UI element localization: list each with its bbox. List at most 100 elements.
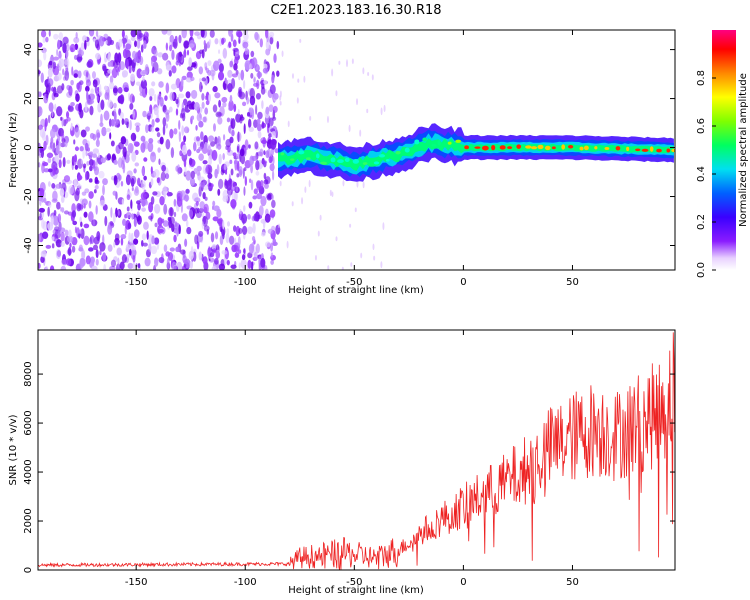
spectrogram-noise-blob <box>217 188 221 196</box>
spectrogram-noise-blob <box>131 213 135 220</box>
spectrogram-noise-blob <box>198 78 202 83</box>
spectrogram-noise-blob <box>185 170 192 181</box>
spectrogram-noise-blob <box>89 236 92 245</box>
snr-xtick-label: -100 <box>234 577 257 588</box>
colorbar-tick-label: 0.6 <box>696 118 707 134</box>
spectrogram-noise-blob <box>158 158 161 165</box>
spectrogram-noise-blob <box>176 228 179 237</box>
spectrogram-noise-blob <box>83 223 90 229</box>
spectrogram-noise-blob <box>251 57 258 69</box>
spectrogram-noise-blob <box>266 32 269 43</box>
spectrogram-noise-blob <box>102 252 107 262</box>
spectrogram-noise-blob <box>133 57 137 63</box>
colorbar-label: Normalized spectral amplitude <box>738 73 749 227</box>
spectrogram-noise-blob <box>75 188 80 196</box>
spectrogram-noise-blob <box>229 60 234 68</box>
spectrogram-noise-blob <box>178 93 185 99</box>
spectrogram-noise-blob <box>55 239 63 248</box>
spectrogram-noise-blob <box>271 116 277 121</box>
spectrogram-noise-blob <box>248 201 253 209</box>
spectrogram-noise-blob <box>73 139 76 145</box>
spectrogram-speck <box>366 108 369 114</box>
spectrogram-peak <box>414 139 420 145</box>
spectrogram-noise-blob <box>85 71 89 78</box>
spectrogram-speck <box>281 50 284 58</box>
spectrogram-speck <box>327 265 330 270</box>
spectrogram-noise-blob <box>141 199 146 207</box>
spectrogram-noise-blob <box>53 56 60 61</box>
spectrogram-noise-blob <box>151 47 155 54</box>
spectrogram-noise-blob <box>187 66 193 71</box>
spectrogram-noise-blob <box>253 78 256 83</box>
spectrogram-noise-blob <box>154 257 159 267</box>
spectrogram-noise-blob <box>40 250 47 258</box>
spectrogram-noise-blob <box>56 106 63 117</box>
spectrogram-peak <box>290 158 295 161</box>
spectrogram-noise-blob <box>127 262 134 269</box>
spectrogram-speck <box>382 222 385 230</box>
spectrogram-noise-blob <box>86 160 90 166</box>
spectrogram-noise-blob <box>157 68 163 75</box>
spectrogram-noise-blob <box>218 263 226 270</box>
spectrogram-noise-blob <box>201 77 207 82</box>
spectrogram-noise-blob <box>227 69 233 78</box>
spectrogram-noise-blob <box>112 190 117 196</box>
spectrogram-noise-blob <box>178 119 181 130</box>
spectrogram-noise-blob <box>91 71 97 79</box>
spectrogram-noise-blob <box>182 144 187 156</box>
spectrogram-noise-blob <box>95 52 101 60</box>
spectrogram-noise-blob <box>47 67 53 78</box>
spectrogram-noise-blob <box>108 118 112 127</box>
spectrogram-noise-blob <box>249 87 256 99</box>
spectrogram-noise-blob <box>46 152 54 159</box>
spectrogram-noise-blob <box>211 149 218 161</box>
spectrogram-noise-blob <box>125 212 132 219</box>
spectrogram-noise-blob <box>70 102 75 107</box>
spectrogram-ytick-label: -20 <box>23 188 34 204</box>
spectrogram-noise-blob <box>228 41 232 48</box>
spectrogram-noise-blob <box>130 199 133 209</box>
spectrogram-noise-blob <box>169 34 175 43</box>
spectrogram-noise-blob <box>188 209 194 218</box>
spectrogram-noise-blob <box>237 249 242 254</box>
spectrogram-speck <box>309 116 312 121</box>
spectrogram-noise-blob <box>166 257 170 269</box>
spectrogram-noise-blob <box>107 99 113 109</box>
spectrogram-noise-blob <box>226 117 231 123</box>
spectrogram-noise-blob <box>243 186 246 196</box>
spectrogram-noise-blob <box>210 232 215 243</box>
spectrogram-xtick-label: 50 <box>566 277 579 288</box>
spectrogram-noise-blob <box>165 123 168 129</box>
spectrogram-noise-blob <box>134 122 141 127</box>
snr-ytick-label: 0 <box>23 567 34 573</box>
spectrogram-noise-blob <box>118 174 122 181</box>
spectrogram-noise-blob <box>48 202 52 208</box>
spectrogram-noise-blob <box>201 49 205 59</box>
spectrogram-noise-blob <box>143 40 147 50</box>
spectrogram-noise-blob <box>141 233 147 241</box>
spectrogram-noise-blob <box>159 136 164 145</box>
spectrogram-peak <box>431 144 437 147</box>
spectrogram-noise-blob <box>61 207 65 213</box>
spectrogram-noise-blob <box>140 180 146 190</box>
spectrogram-noise-blob <box>226 180 232 191</box>
spectrogram-noise-blob <box>140 192 147 200</box>
spectrogram-noise-blob <box>78 229 83 235</box>
spectrogram-noise-blob <box>136 215 142 225</box>
spectrogram-noise-blob <box>161 30 168 35</box>
spectrogram-speck <box>335 90 338 97</box>
spectrogram-noise-blob <box>97 86 100 93</box>
spectrogram-noise-blob <box>131 151 137 162</box>
spectrogram-noise-blob <box>246 111 251 117</box>
spectrogram-noise-blob <box>243 205 246 212</box>
spectrogram-noise-blob <box>240 258 247 269</box>
spectrogram-noise-blob <box>212 104 218 113</box>
spectrogram-noise-blob <box>121 155 125 165</box>
spectrogram-noise-blob <box>47 157 52 164</box>
spectrogram-noise-blob <box>185 188 190 194</box>
spectrogram-noise-blob <box>162 52 169 61</box>
spectrogram-peak <box>385 158 390 162</box>
spectrogram-noise-blob <box>198 230 204 237</box>
spectrogram-noise-blob <box>194 234 199 245</box>
